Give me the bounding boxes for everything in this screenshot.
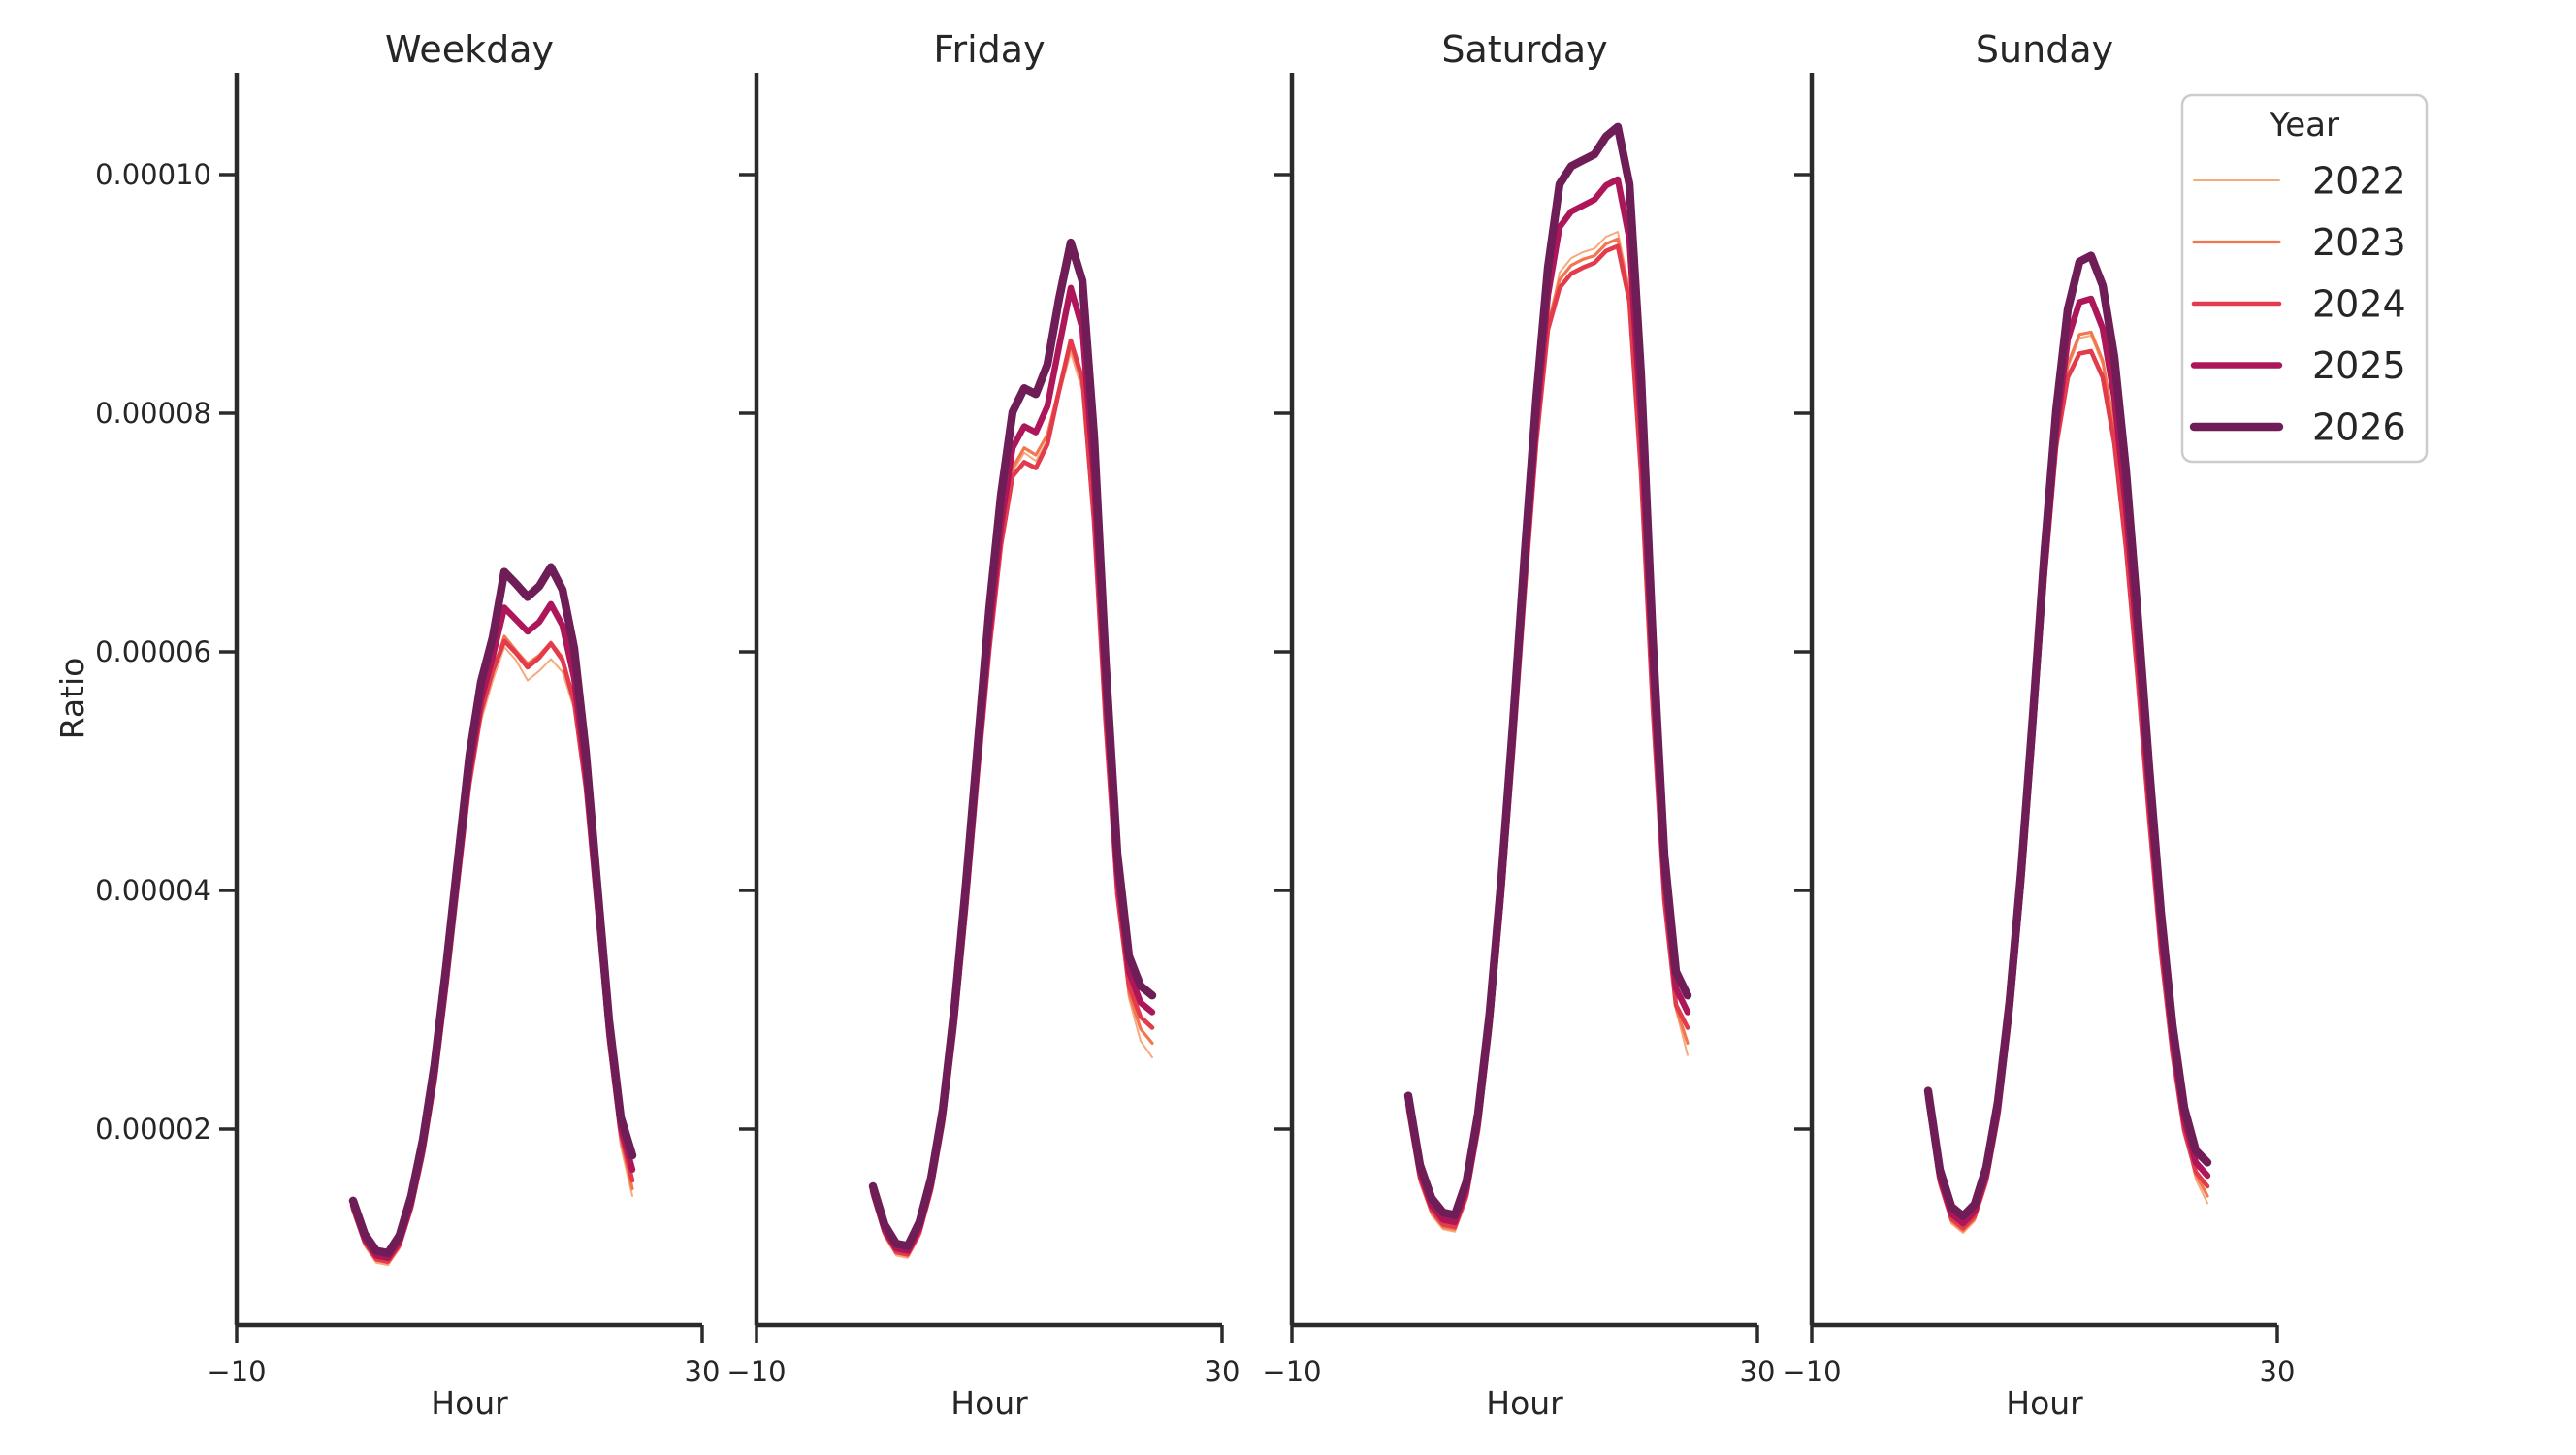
series-line-2026 (348, 563, 637, 1258)
legend: Year 2022 2023 2024 2025 2026 (2180, 93, 2429, 464)
series-line-2026 (1923, 251, 2212, 1221)
x-tick-label: −10 (207, 1355, 266, 1388)
legend-box (2180, 93, 2429, 464)
legend-label-2024: 2024 (2312, 283, 2406, 326)
x-tick-label: 30 (2260, 1355, 2296, 1388)
legend-label-2025: 2025 (2312, 344, 2406, 387)
legend-label-2026: 2026 (2312, 406, 2406, 449)
x-axis-label: Hour (950, 1384, 1028, 1422)
x-tick-label: −10 (1262, 1355, 1321, 1388)
panel-title: Sunday (1976, 28, 2113, 71)
y-tick-label: 0.00008 (95, 397, 211, 430)
x-axis-label: Hour (2006, 1384, 2083, 1422)
legend-label-2022: 2022 (2312, 160, 2406, 203)
y-tick-label: 0.00010 (95, 158, 211, 191)
y-tick-label: 0.00006 (95, 635, 211, 668)
panel-friday: Friday −10 30 Hour (726, 28, 1240, 1422)
panel-weekday: Weekday −10 30 0.00002 0.00004 0.00006 0.00008… (95, 28, 720, 1422)
y-tick-label: 0.00002 (95, 1113, 211, 1146)
legend-title: Year (2269, 106, 2339, 145)
x-tick-label: 30 (1740, 1355, 1776, 1388)
series-line-2026 (868, 238, 1157, 1250)
panel-title: Saturday (1441, 28, 1607, 71)
panel-title: Weekday (385, 28, 554, 71)
panel-title: Friday (933, 28, 1045, 71)
x-tick-label: −10 (1782, 1355, 1841, 1388)
x-axis-label: Hour (431, 1384, 508, 1422)
y-axis-label: Ratio (53, 658, 91, 740)
legend-label-2023: 2023 (2312, 221, 2406, 264)
x-tick-label: −10 (726, 1355, 786, 1388)
y-tick-label: 0.00004 (95, 874, 211, 907)
x-axis-label: Hour (1486, 1384, 1563, 1422)
panel-sunday: Sunday −10 30 Hour (1782, 28, 2295, 1422)
x-tick-label: 30 (685, 1355, 721, 1388)
series-line-2026 (1403, 122, 1692, 1219)
x-tick-label: 30 (1205, 1355, 1240, 1388)
panel-saturday: Saturday −10 30 Hour (1262, 28, 1775, 1422)
